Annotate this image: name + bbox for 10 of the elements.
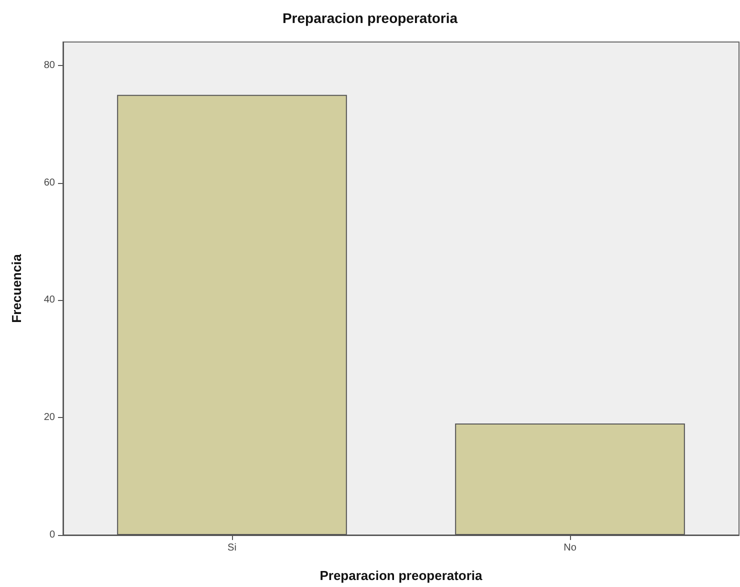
chart-title: Preparacion preoperatoria xyxy=(282,10,458,26)
y-axis-title: Frecuencia xyxy=(9,253,24,323)
x-tick-label: No xyxy=(564,542,577,554)
y-tick-label: 80 xyxy=(44,60,56,71)
y-tick-label: 60 xyxy=(44,177,56,188)
y-tick-label: 40 xyxy=(44,294,56,306)
y-tick-label: 0 xyxy=(49,530,56,540)
x-tick-label: Si xyxy=(228,542,236,554)
y-tick-label: 20 xyxy=(44,412,56,424)
x-axis-title: Preparacion preoperatoria xyxy=(320,568,484,583)
